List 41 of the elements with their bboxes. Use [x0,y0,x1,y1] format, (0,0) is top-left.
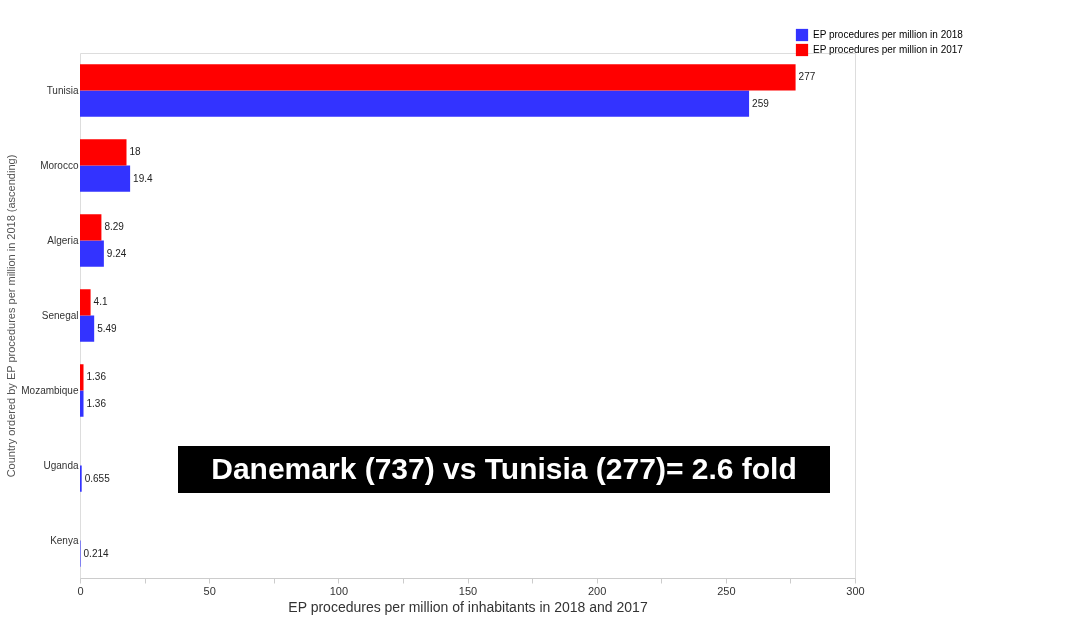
y-tick-label: Mozambique [21,384,79,396]
y-tick-label: Algeria [47,234,79,246]
y-tick-label: Senegal [41,309,79,321]
legend-label: EP procedures per million in 2018 [813,29,964,40]
x-tick-label: 0 [77,584,84,597]
x-tick-label: 150 [458,584,478,597]
data-label: 8.29 [104,221,125,233]
x-tick-label: 100 [329,584,349,597]
data-label: 9.24 [106,247,127,259]
bar [80,390,84,417]
x-tick-label: 300 [846,584,865,597]
x-tick-label: 200 [587,584,607,597]
y-tick-label: Uganda [43,459,79,471]
data-label: 1.36 [86,397,107,409]
data-label: 0.655 [84,472,111,484]
data-label: 5.49 [97,322,118,334]
bar [80,214,102,241]
data-label: 4.1 [93,296,108,308]
bar [80,165,131,192]
data-label: 0.214 [83,547,110,559]
x-tick-label: 50 [203,584,216,597]
data-label: 19.4 [133,172,154,184]
bar [80,289,91,316]
bar [80,364,84,391]
annotation: Danemark (737) vs Tunisia (277)= 2.6 fold [211,452,797,485]
data-label: 1.36 [86,371,107,383]
y-axis-title: Country ordered by EP procedures per million in 2018 (ascending) [5,154,18,478]
data-label: 277 [798,71,816,83]
bar [80,315,95,342]
y-tick-label: Kenya [50,534,79,546]
bar [80,240,104,267]
data-label: 18 [129,146,142,158]
bar [80,90,750,117]
y-tick-label: Tunisia [46,84,79,96]
bar [80,139,127,166]
bar [80,64,796,91]
legend-label: EP procedures per million in 2017 [813,44,964,55]
data-label: 259 [752,97,770,109]
x-tick-label: 250 [717,584,736,597]
x-axis-title: EP procedures per million of inhabitants in 2018 and 2017 [288,598,648,615]
y-tick-label: Morocco [40,159,79,171]
